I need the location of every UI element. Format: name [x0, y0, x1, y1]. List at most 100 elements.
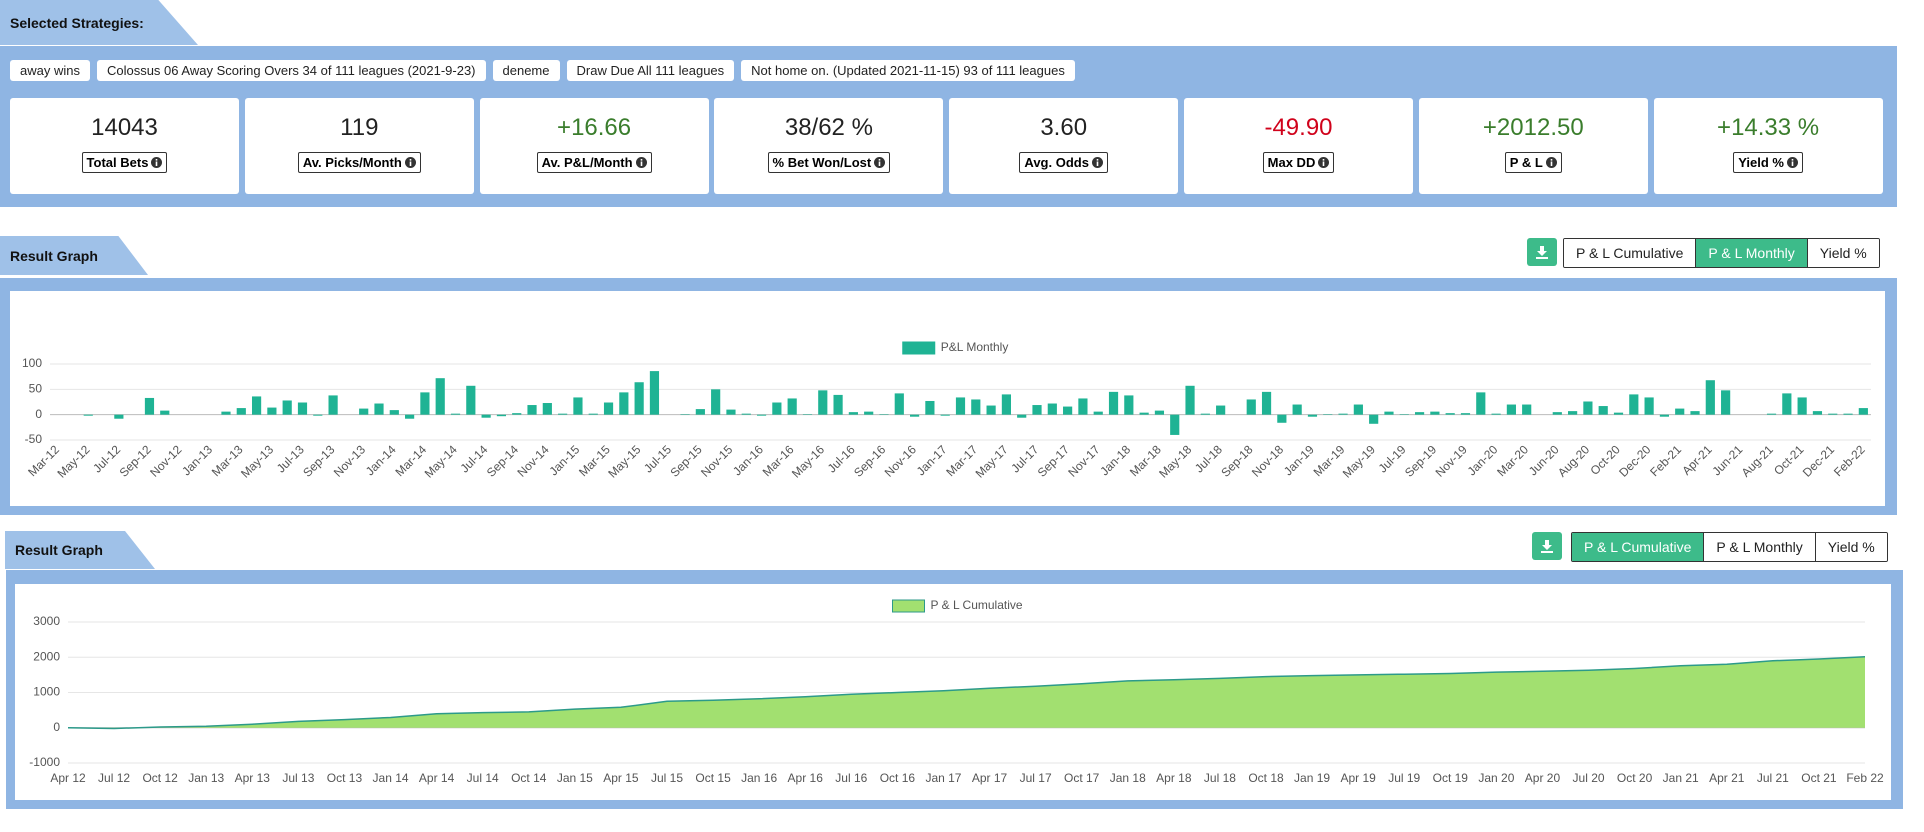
bar — [1828, 413, 1838, 415]
y-tick-label: 0 — [53, 720, 60, 734]
stat-label-text: Avg. Odds — [1024, 155, 1089, 170]
stat-value: 38/62 % — [784, 114, 873, 141]
bar — [1445, 413, 1455, 415]
x-tick-label: Jan 20 — [1478, 771, 1514, 785]
stat-label[interactable]: P & L — [1504, 152, 1562, 173]
x-tick-label: Jul 12 — [98, 771, 130, 785]
toggle-button[interactable]: P & L Monthly — [1695, 239, 1807, 267]
stat-label[interactable]: Av. P&L/Month — [536, 152, 652, 173]
section-tab: Selected Strategies: — [0, 0, 198, 45]
stat-value: +14.33 % — [1717, 114, 1820, 141]
bar — [512, 413, 522, 415]
toggle-button[interactable]: P & L Cumulative — [1572, 533, 1704, 561]
y-tick-label: 100 — [22, 356, 42, 370]
toggle-button[interactable]: P & L Monthly — [1703, 533, 1815, 561]
bar — [527, 405, 537, 415]
bar — [1644, 397, 1654, 415]
stat-label[interactable]: % Bet Won/Lost — [767, 152, 891, 173]
stat-label-text: Yield % — [1738, 155, 1784, 170]
bar — [389, 410, 399, 415]
bar — [680, 414, 690, 415]
bar — [1032, 405, 1042, 415]
x-tick-label: Jan 16 — [741, 771, 777, 785]
bar — [1766, 413, 1777, 415]
strategy-chip[interactable]: Draw Due All 111 leagues — [566, 60, 735, 81]
stat-label[interactable]: Total Bets — [81, 152, 168, 173]
x-tick-label: Feb-22 — [1831, 442, 1868, 479]
bar — [1384, 411, 1394, 415]
download-button[interactable] — [1527, 238, 1557, 266]
bar — [374, 403, 384, 415]
x-tick-label: May-14 — [422, 442, 460, 480]
bar — [573, 397, 583, 415]
bar — [910, 414, 920, 417]
stat-label[interactable]: Yield % — [1733, 152, 1803, 173]
bar — [1093, 411, 1103, 415]
bar — [1338, 413, 1348, 415]
legend-swatch — [902, 341, 936, 355]
bar — [1124, 395, 1134, 415]
bar — [756, 414, 767, 416]
x-tick-label: Jul 17 — [1020, 771, 1052, 785]
x-tick-label: Jan-15 — [546, 442, 582, 478]
bar — [405, 414, 415, 419]
section-tab: Result Graph — [5, 531, 155, 569]
x-tick-label: Jan 18 — [1110, 771, 1146, 785]
bar — [481, 414, 491, 418]
bar — [282, 400, 292, 415]
strategy-chip[interactable]: deneme — [492, 60, 560, 81]
x-tick-label: Jul 14 — [467, 771, 499, 785]
legend-label: P&L Monthly — [941, 340, 1009, 354]
bar — [1353, 404, 1363, 415]
x-tick-label: Aug-20 — [1555, 442, 1592, 479]
bar — [558, 413, 568, 415]
stat-value: 119 — [340, 114, 379, 141]
strategies-panel: away wins Colossus 06 Away Scoring Overs … — [0, 46, 1897, 207]
strategy-chip[interactable]: away wins — [10, 60, 90, 81]
x-tick-label: Nov-13 — [331, 442, 368, 479]
bar — [1078, 398, 1088, 415]
legend-label: P & L Cumulative — [931, 598, 1023, 612]
bar — [1613, 412, 1624, 415]
x-tick-label: Apr 12 — [50, 771, 86, 785]
x-tick-label: Sep-16 — [851, 442, 888, 479]
x-tick-label: Oct 12 — [142, 771, 178, 785]
x-tick-label: Oct 13 — [327, 771, 363, 785]
toggle-button[interactable]: P & L Cumulative — [1564, 239, 1696, 267]
bar — [986, 405, 996, 415]
section-tab: Result Graph — [0, 236, 148, 275]
x-tick-label: Jan-13 — [179, 442, 215, 478]
stat-value: 3.60 — [1040, 114, 1088, 141]
x-tick-label: Dec-20 — [1616, 442, 1653, 479]
strategy-chip[interactable]: Colossus 06 Away Scoring Overs 34 of 111… — [96, 60, 486, 81]
x-tick-label: Apr 20 — [1525, 771, 1561, 785]
x-tick-label: Sep-17 — [1035, 442, 1072, 479]
stat-label[interactable]: Av. Picks/Month — [297, 152, 421, 173]
x-tick-label: Jan-19 — [1281, 442, 1317, 478]
bar — [1369, 414, 1379, 424]
stat-label[interactable]: Max DD — [1262, 152, 1335, 173]
x-tick-label: Sep-13 — [300, 442, 337, 479]
stat-label[interactable]: Avg. Odds — [1019, 152, 1108, 173]
toggle-button[interactable]: Yield % — [1814, 533, 1887, 561]
bar — [833, 394, 843, 415]
bar — [787, 398, 797, 415]
bar — [1659, 414, 1670, 417]
bar — [588, 413, 598, 415]
bar — [1246, 399, 1256, 415]
info-icon — [1786, 157, 1798, 168]
x-tick-label: Sep-12 — [117, 442, 154, 479]
toggle-group: P & L Cumulative P & L Monthly Yield % — [1571, 532, 1888, 562]
x-tick-label: Apr 18 — [1156, 771, 1192, 785]
x-tick-label: Sep-14 — [484, 442, 521, 479]
x-tick-label: Feb 22 — [1846, 771, 1884, 785]
strategy-chip[interactable]: Not home on. (Updated 2021-11-15) 93 of … — [741, 60, 1075, 81]
x-tick-label: Jan-18 — [1097, 442, 1133, 478]
y-tick-label: 50 — [29, 382, 43, 396]
bar — [1277, 414, 1287, 423]
y-tick-label: 3000 — [33, 614, 60, 628]
y-tick-label: 2000 — [33, 649, 60, 663]
info-icon — [874, 157, 886, 168]
download-button[interactable] — [1532, 532, 1562, 560]
toggle-button[interactable]: Yield % — [1806, 239, 1879, 267]
